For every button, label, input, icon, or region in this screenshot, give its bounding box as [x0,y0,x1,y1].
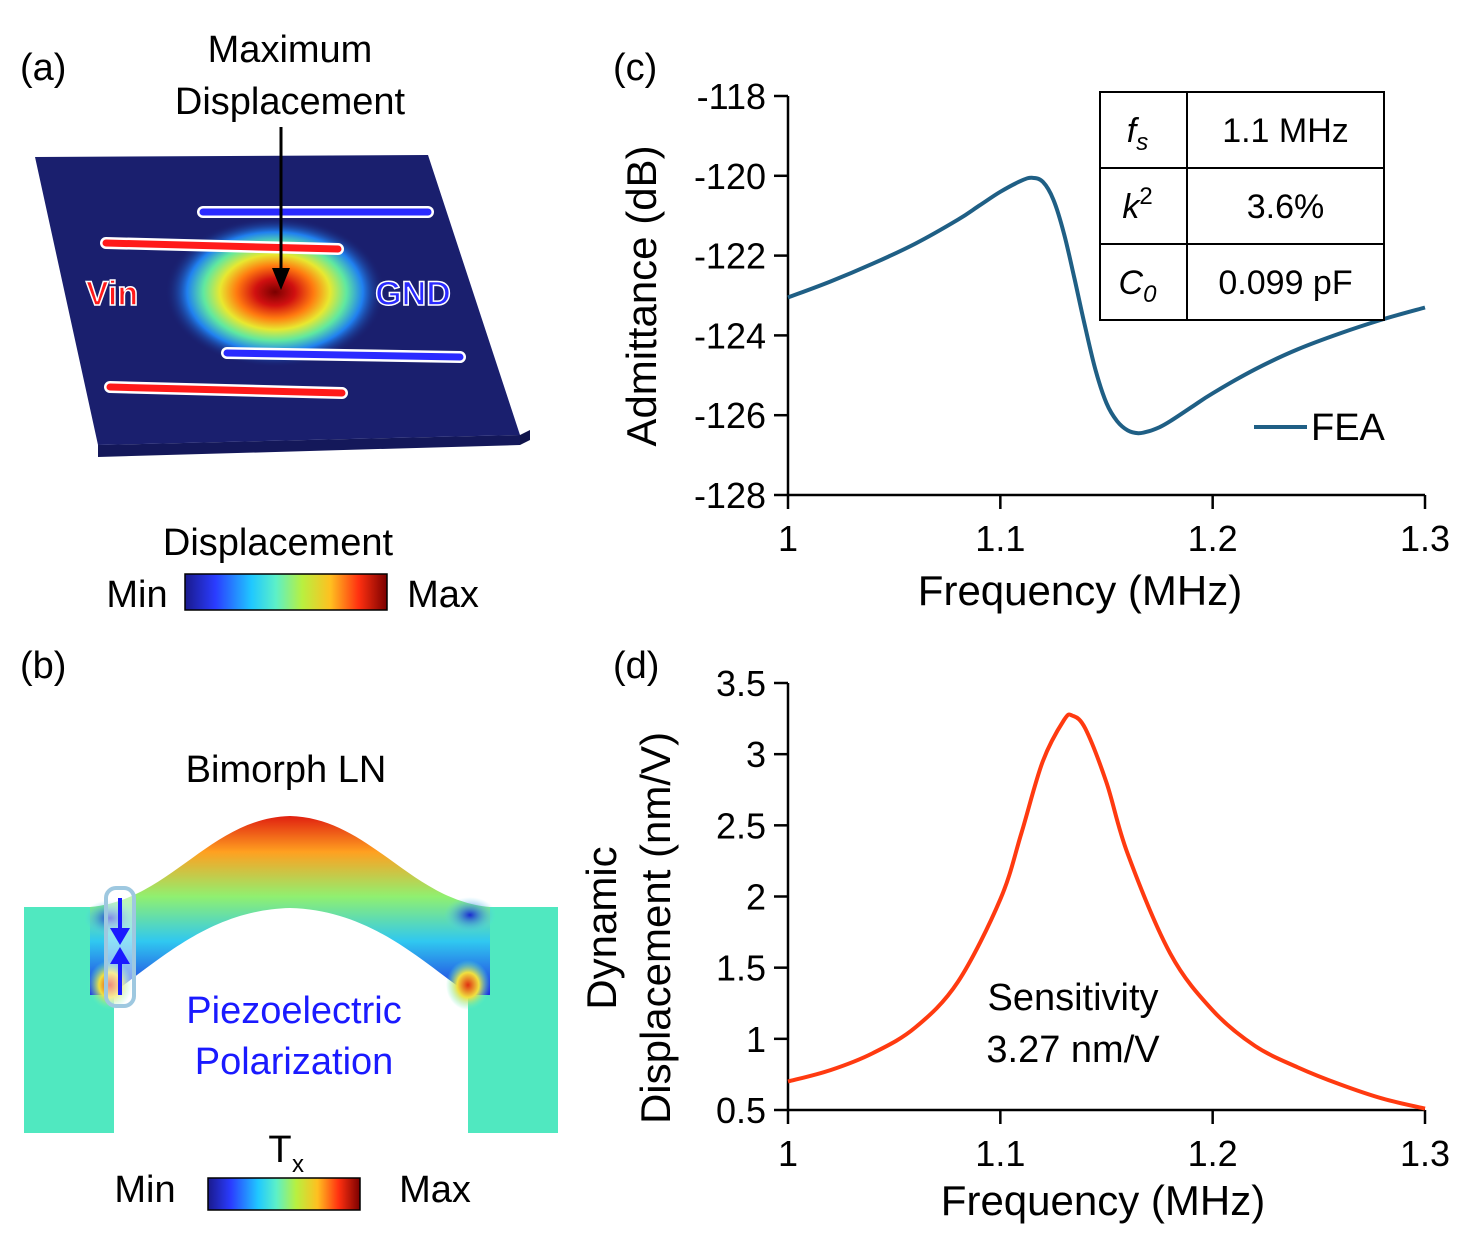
colorbar-a [184,573,388,611]
chart-c-ytick-label: -128 [694,475,766,516]
chart-c-xtick-label: 1.3 [1400,518,1450,559]
sensitivity-annotation-line2: 3.27 nm/V [986,1029,1160,1071]
polarization-arrowhead-down [110,928,130,945]
chart-c-ytick-label: -126 [694,395,766,436]
chart-d-xtick-label: 1.3 [1400,1133,1450,1174]
chart-d-ytick-label: 0.5 [716,1090,766,1131]
chart-c-ylabel: Admittance (dB) [618,145,665,446]
gnd-label: GND [375,275,451,313]
polarization-arrowhead-up [110,947,130,964]
panel-c-label: (c) [613,47,657,89]
chart-c-xtick-label: 1.2 [1188,518,1238,559]
panel-d-label: (d) [613,645,659,687]
table-param-symbol: k [1122,188,1141,226]
chart-d-ytick-label: 3.5 [716,663,766,704]
chart-c-xtick-label: 1.1 [975,518,1025,559]
panel-a: (a) Maximum Displacement Vin GND Displac… [20,29,530,616]
polarization-label-line1: Piezoelectric [186,990,401,1032]
colorbar-b-max: Max [399,1169,471,1211]
table-param-symbol: C [1119,264,1144,302]
chart-c-xlabel: Frequency (MHz) [918,567,1242,614]
bimorph-beam [90,816,490,995]
chart-c-ytick-label: -122 [694,236,766,277]
vin-electrode-1 [102,239,342,253]
chart-c-ytick-label: -120 [694,156,766,197]
chart-d-xtick-label: 1.1 [975,1133,1025,1174]
sensitivity-series-line [787,712,1426,1111]
table-param-1: k2 [1122,183,1152,226]
chart-d-axes: 3.5 3 2.5 2 1.5 1 0.5 1 1.1 1.2 1.3 [716,663,1450,1174]
panel-a-label: (a) [20,47,66,89]
colorbar-b-min: Min [114,1169,175,1211]
sensitivity-annotation-line1: Sensitivity [987,977,1158,1019]
table-value-0: 1.1 MHz [1222,112,1349,150]
chart-c-ytick-label: -118 [697,76,766,117]
chart-d-xlabel: Frequency (MHz) [941,1177,1265,1224]
chart-d-ytick-label: 3 [746,734,766,775]
fea-series-line [787,175,1426,436]
plate-side [520,430,530,445]
table-param-subscript: s [1136,129,1148,156]
chart-c-xtick-label: 1 [778,518,798,559]
bimorph-title: Bimorph LN [186,749,387,791]
table-value-1: 3.6% [1247,188,1325,226]
colorbar-a-min: Min [106,574,167,616]
colorbar-a-title: Displacement [163,522,394,564]
chart-d-ylabel-line2: Displacement (nm/V) [632,732,679,1124]
table-param-subscript: 0 [1143,281,1157,308]
stress-low-left [84,900,136,936]
vin-electrode-2 [106,383,346,397]
table-param-superscript: 2 [1139,183,1152,210]
table-value-2: 0.099 pF [1218,264,1352,302]
max-displacement-label-line2: Displacement [175,81,406,123]
max-displacement-arrowhead [272,268,290,290]
panel-d: (d) 3.5 3 2.5 2 1.5 1 0.5 1 1.1 1.2 1.3 Sensitivit… [578,645,1450,1224]
table-param-2: C0 [1119,264,1158,308]
stress-corner-right [446,960,490,1010]
chart-d-ytick-label: 1 [746,1019,766,1060]
colorbar-b-title: T [268,1129,291,1171]
plate-edge [98,435,520,457]
colorbar-b [207,1177,361,1211]
chart-d-ylabel-line1: Dynamic [578,846,625,1009]
chart-c-ytick-label: -124 [694,315,766,356]
panel-b: (b) Bimorph LN Piezoelectric Polarizatio… [20,645,558,1211]
chart-d-xtick-label: 1.2 [1188,1133,1238,1174]
polarization-label-line2: Polarization [195,1041,394,1083]
chart-d-ytick-label: 2 [746,877,766,918]
legend-label-fea: FEA [1311,407,1386,449]
stress-low-right [444,897,496,933]
max-displacement-label-line1: Maximum [208,29,373,71]
chart-c-axes: -118 -120 -122 -124 -126 -128 1 1.1 1.2 1.3 [694,76,1450,559]
table-frame [1099,91,1385,321]
gnd-electrode-2 [223,349,464,361]
chart-d-xtick-label: 1 [778,1133,798,1174]
panel-b-label: (b) [20,645,66,687]
colorbar-b-subscript: x [292,1151,304,1178]
vin-label: Vin [86,275,138,313]
chart-d-ytick-label: 1.5 [716,948,766,989]
chart-d-ytick-label: 2.5 [716,805,766,846]
colorbar-a-max: Max [407,574,479,616]
